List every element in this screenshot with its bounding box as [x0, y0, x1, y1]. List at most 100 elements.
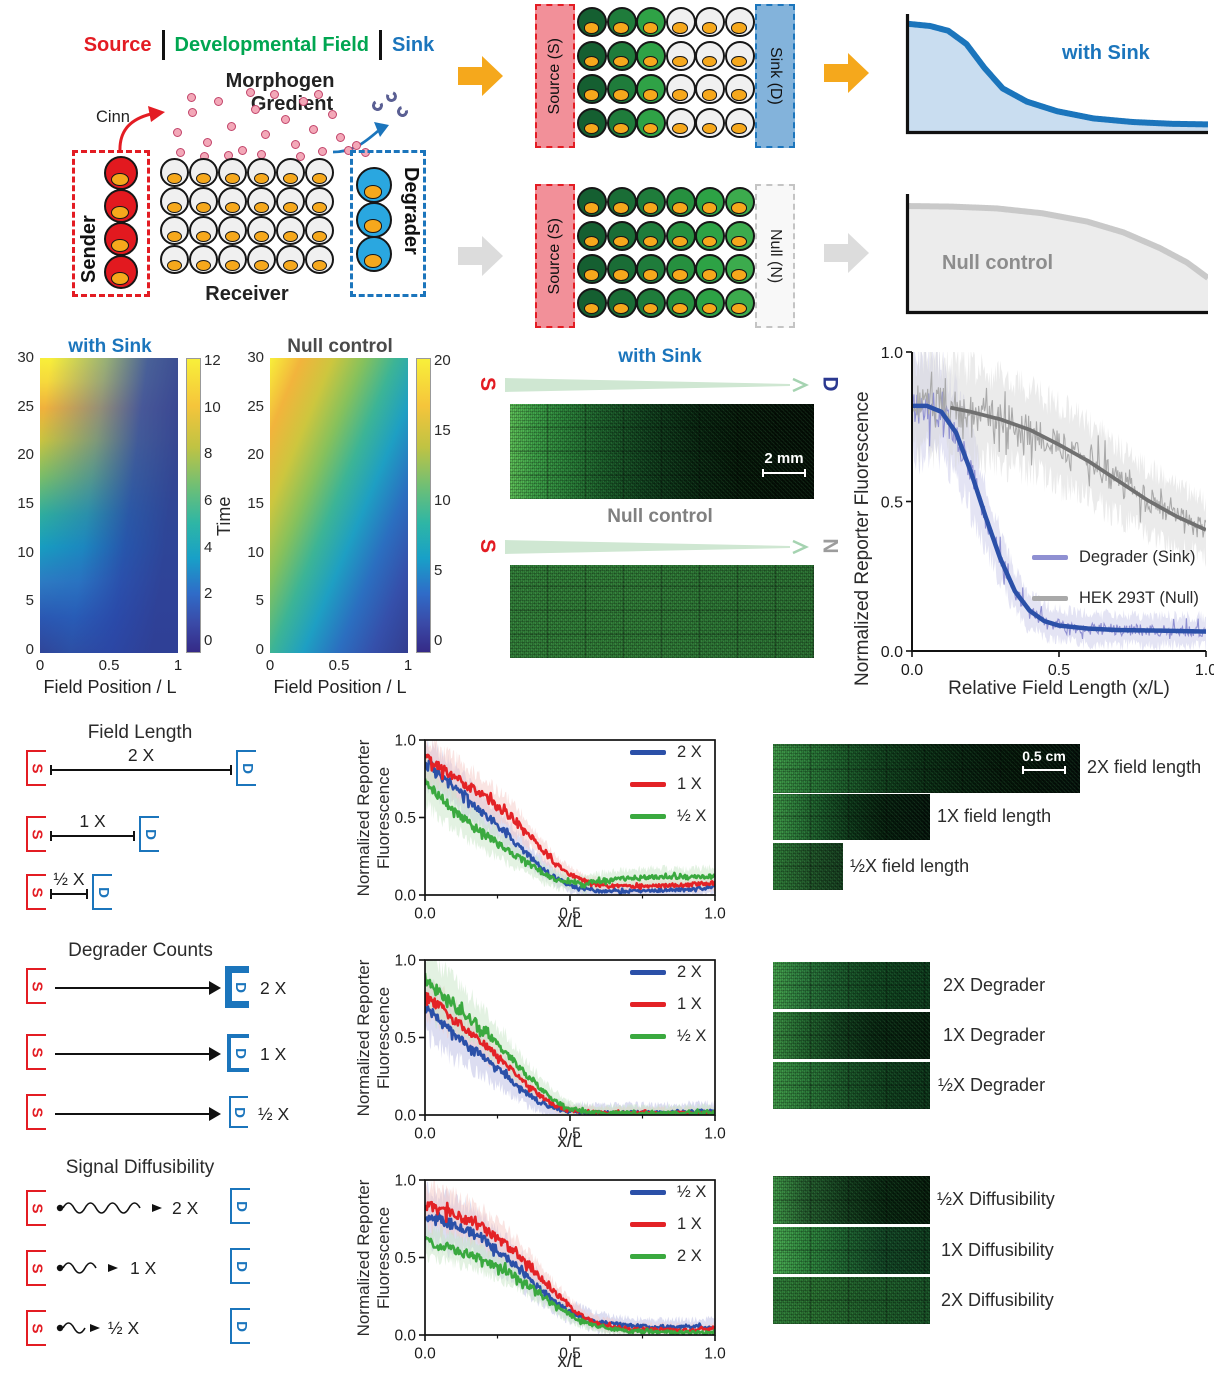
cell-nucleus — [195, 201, 211, 213]
cell — [636, 220, 666, 251]
morphogen-label: Morphogen Gredient — [225, 70, 335, 115]
cell — [247, 245, 276, 274]
legend-label: ½ X — [677, 1027, 707, 1045]
cell-nucleus — [613, 269, 629, 281]
image-half-degrader — [773, 1062, 930, 1109]
degrader-bracket: D — [236, 750, 256, 786]
header-sink-label: Sink — [392, 33, 435, 56]
cell-nucleus — [731, 302, 747, 315]
cell-nucleus — [642, 202, 659, 214]
chart-svg: 0.0 0.5 1.0 0.0 0.5 1.0 — [394, 733, 726, 923]
cell-nucleus — [672, 22, 688, 34]
cell — [276, 216, 305, 245]
header-divider — [161, 30, 165, 60]
heatmap-null-control: Null control 30 25 20 15 10 5 0 Time 0 0.5 … — [214, 336, 462, 708]
receiver-label: Receiver — [205, 283, 289, 305]
cell-nucleus — [311, 201, 327, 213]
cell — [218, 216, 247, 245]
svg-text:0.5: 0.5 — [559, 906, 581, 923]
cell-nucleus — [111, 205, 130, 219]
cell-nucleus — [282, 230, 298, 242]
morphogen-dot — [173, 128, 182, 137]
image-label: ½X Degrader — [938, 1075, 1046, 1095]
legend-label: HEK 293T (Null) — [1079, 589, 1199, 607]
cell-nucleus — [166, 259, 182, 271]
colorbar-ticks: 20 15 10 5 0 — [434, 352, 451, 649]
svg-text:0.0: 0.0 — [414, 906, 436, 923]
morphogen-dot — [299, 97, 308, 106]
cell-nucleus — [253, 201, 269, 213]
cinn-arrow-icon — [118, 106, 165, 153]
cell-nucleus — [642, 55, 659, 68]
svg-text:1.0: 1.0 — [394, 1173, 416, 1190]
chart-svg: 0.0 0.5 1.0 0.0 0.5 1.0 — [394, 953, 726, 1143]
microscopy-null-title: Null control — [607, 506, 713, 527]
chart-degrader-counts: Normalized Reporter Fluorescence x/L 0.0… — [330, 943, 750, 1161]
image-label: 2X Degrader — [943, 975, 1046, 995]
main-xlabel: Relative Field Length (x/L) — [948, 678, 1170, 699]
cell — [577, 187, 607, 217]
cell-nucleus — [701, 122, 718, 135]
svg-text:0.0: 0.0 — [414, 1346, 436, 1363]
cell — [606, 187, 637, 217]
cell-nucleus — [111, 271, 130, 285]
cell — [724, 254, 755, 284]
heatmap-image — [270, 358, 408, 653]
cell-nucleus — [672, 122, 688, 135]
cell-nucleus — [583, 269, 600, 281]
morphogen-dot — [328, 110, 337, 119]
degrader-bracket-half: D — [229, 1096, 248, 1128]
cell — [724, 287, 755, 318]
legend-swatch — [630, 1002, 666, 1007]
chart-svg: 0.0 0.5 1.0 0.0 0.5 1.0 — [394, 1173, 726, 1363]
legend-swatch — [630, 750, 666, 755]
chart-svg — [905, 194, 1208, 315]
flow-arrow-icon — [824, 53, 869, 93]
legend-entry: 1 X — [630, 995, 706, 1014]
cell-nucleus — [672, 302, 688, 315]
chart-field-length: Normalized Reporter Fluorescence x/L 0.0… — [330, 723, 750, 941]
svg-text:0.5: 0.5 — [394, 1250, 416, 1267]
degrader-bracket: D — [92, 874, 112, 910]
gradient-arrow-icon — [505, 539, 809, 555]
cell-nucleus — [224, 259, 240, 271]
legend-entry: ½ X — [630, 1027, 706, 1046]
cell — [636, 7, 666, 37]
morphogen-dot — [214, 97, 223, 106]
cell-nucleus — [311, 259, 327, 271]
cell — [636, 107, 666, 138]
cell-nucleus — [701, 202, 718, 214]
null-letter: N — [818, 538, 842, 554]
cell-nucleus — [642, 22, 659, 34]
signal-arrow — [55, 980, 221, 996]
cell — [276, 158, 305, 187]
cinn-label: Cinn — [96, 108, 130, 126]
cell-nucleus — [282, 201, 298, 213]
cell-nucleus — [613, 89, 629, 101]
count-label: ½ X — [258, 1104, 290, 1124]
image-label: ½X field length — [850, 856, 970, 876]
flow-arrow-icon — [458, 56, 503, 96]
chart-svg — [905, 14, 1208, 135]
cell-nucleus — [731, 235, 747, 248]
morphogen-dot — [246, 88, 255, 97]
heatmap-xlabel: Field Position / L — [43, 677, 177, 697]
cell — [665, 254, 696, 284]
cell-nucleus — [731, 269, 747, 281]
cell — [606, 287, 637, 318]
legend-swatch — [630, 1222, 666, 1227]
cell — [724, 40, 755, 71]
cell — [606, 220, 637, 251]
cell — [606, 74, 637, 104]
cell — [356, 236, 392, 272]
legend-entry: 2 X — [630, 1247, 706, 1266]
legend-swatch — [1032, 555, 1068, 560]
cell — [218, 158, 247, 187]
cell — [724, 74, 755, 104]
source-bar: Source (S) — [535, 184, 575, 328]
cell — [305, 216, 334, 245]
cell — [104, 255, 138, 289]
svg-text:0.5: 0.5 — [559, 1346, 581, 1363]
legend-label: 2 X — [677, 963, 702, 981]
